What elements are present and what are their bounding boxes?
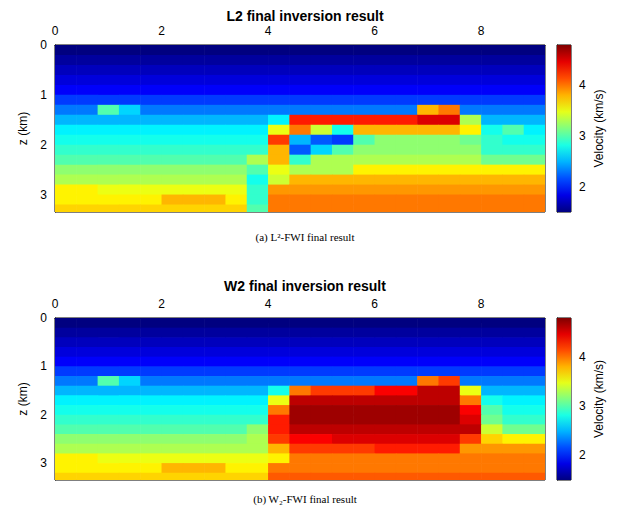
svg-text:4: 4 bbox=[265, 24, 272, 38]
svg-text:(a) L²-FWI final result: (a) L²-FWI final result bbox=[256, 231, 355, 244]
svg-text:L2 final inversion result: L2 final inversion result bbox=[226, 8, 383, 24]
svg-text:Velocity (km/s): Velocity (km/s) bbox=[592, 89, 606, 167]
svg-text:0: 0 bbox=[52, 24, 59, 38]
svg-text:z (km): z (km) bbox=[16, 112, 30, 145]
svg-text:3: 3 bbox=[40, 188, 47, 202]
svg-text:8: 8 bbox=[478, 24, 485, 38]
svg-text:W2 final inversion result: W2 final inversion result bbox=[224, 278, 386, 294]
svg-text:(b) W₂-FWI final result: (b) W₂-FWI final result bbox=[253, 493, 357, 506]
svg-text:2: 2 bbox=[40, 408, 47, 422]
svg-text:0: 0 bbox=[52, 297, 59, 311]
svg-text:4: 4 bbox=[579, 78, 586, 92]
svg-text:2: 2 bbox=[579, 448, 586, 462]
svg-text:2: 2 bbox=[158, 297, 165, 311]
svg-text:0: 0 bbox=[40, 311, 47, 325]
svg-text:3: 3 bbox=[579, 129, 586, 143]
svg-text:2: 2 bbox=[158, 24, 165, 38]
svg-text:8: 8 bbox=[478, 297, 485, 311]
svg-text:1: 1 bbox=[40, 359, 47, 373]
svg-text:1: 1 bbox=[40, 88, 47, 102]
svg-text:6: 6 bbox=[371, 297, 378, 311]
svg-text:3: 3 bbox=[579, 399, 586, 413]
svg-text:2: 2 bbox=[579, 180, 586, 194]
svg-text:3: 3 bbox=[40, 456, 47, 470]
svg-text:Velocity (km/s): Velocity (km/s) bbox=[592, 360, 606, 438]
svg-text:0: 0 bbox=[40, 38, 47, 52]
svg-text:z (km): z (km) bbox=[16, 382, 30, 415]
svg-text:6: 6 bbox=[371, 24, 378, 38]
svg-text:2: 2 bbox=[40, 138, 47, 152]
svg-text:4: 4 bbox=[265, 297, 272, 311]
svg-text:4: 4 bbox=[579, 350, 586, 364]
